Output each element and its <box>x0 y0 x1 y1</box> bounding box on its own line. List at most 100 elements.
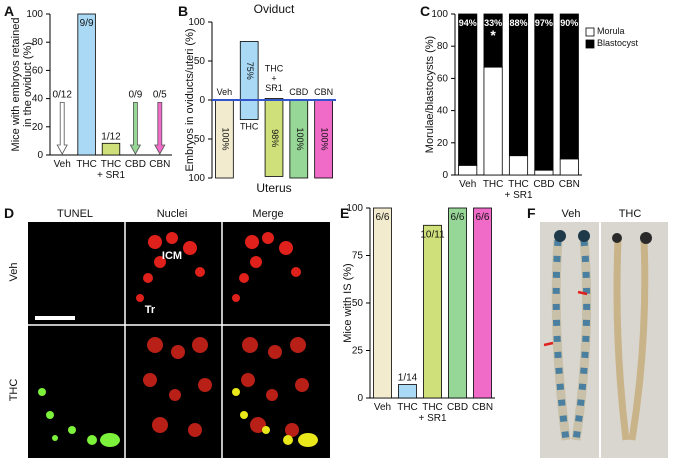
y-tick-label: 60 <box>437 73 449 84</box>
bar <box>373 207 392 399</box>
y-tick-label: 80 <box>437 41 449 52</box>
panel-letter: E <box>340 205 349 221</box>
bar-segment <box>559 158 579 176</box>
panel-letter: D <box>4 205 14 221</box>
y-tick-label: 100 <box>26 9 43 20</box>
panel-letter: A <box>4 3 14 19</box>
panel-letter: F <box>527 205 536 221</box>
photo-label: Veh <box>562 208 581 220</box>
value-label: 88% <box>509 18 527 28</box>
uterine-horn <box>551 239 592 441</box>
y-tick-label: 50 <box>194 56 206 67</box>
x-tick-label: CBN <box>314 87 333 97</box>
y-axis-label: Mice with embryos retainedin the oviduct… <box>10 18 34 152</box>
annotation: ICM <box>162 250 182 262</box>
legend-swatch <box>585 39 595 49</box>
bar-segment <box>483 66 503 176</box>
y-tick-label: 40 <box>437 105 449 116</box>
bar-segment <box>508 13 529 157</box>
bar <box>398 384 417 399</box>
x-tick-label: Veh <box>54 159 71 170</box>
bar <box>448 207 467 399</box>
chart-title: Oviduct <box>254 2 295 16</box>
column-label: Merge <box>252 208 283 220</box>
arrow <box>543 290 588 347</box>
x-tick-label: CBD <box>125 159 146 170</box>
column-label: Nuclei <box>157 208 188 220</box>
bar <box>239 99 259 120</box>
x-tick-label: CBD <box>289 87 309 97</box>
y-axis-label: Embryos in oviducts/uteri (%) <box>184 28 196 171</box>
x-tick-label: CBD <box>533 179 554 190</box>
nuclei-thc <box>143 337 309 437</box>
arrow <box>56 101 68 155</box>
value-label: 10/11 <box>420 229 445 240</box>
y-tick-label: 50 <box>352 298 364 309</box>
value-label: 75% <box>245 62 255 80</box>
annotation: Tr <box>145 304 156 316</box>
bar-segment <box>483 13 503 68</box>
value-label: 100% <box>220 127 230 150</box>
bar <box>101 142 121 156</box>
x-tick-label: THC + SR1 <box>265 64 284 94</box>
value-label: 1/14 <box>398 372 418 383</box>
bar-segment <box>458 164 478 176</box>
y-tick-label: 60 <box>32 65 44 76</box>
x-tick-label: Veh <box>459 179 476 190</box>
value-label: 0/5 <box>153 89 167 100</box>
value-label: 94% <box>459 18 477 28</box>
legend-swatch <box>585 27 595 37</box>
tunel-merge <box>232 388 318 447</box>
value-label: 6/6 <box>451 212 465 223</box>
y-tick-label: 100 <box>188 17 205 28</box>
x-tick-label: Veh <box>374 402 391 413</box>
x-tick-label: CBN <box>559 179 580 190</box>
y-tick-label: 0 <box>199 95 205 106</box>
x-tick-label: CBN <box>472 402 493 413</box>
column-label: TUNEL <box>57 208 93 220</box>
y-tick-label: 20 <box>437 137 449 148</box>
x-tick-label: THC <box>240 122 259 132</box>
y-axis-label: Mice with IS (%) <box>342 263 354 342</box>
micrograph-panel: D TUNEL Nuclei Merge Veh THC <box>4 205 330 458</box>
value-label: 90% <box>560 18 578 28</box>
y-tick-label: 0 <box>442 170 448 181</box>
panel-letter: C <box>420 3 430 19</box>
ovary <box>578 230 590 242</box>
panel-letter: B <box>178 3 188 19</box>
y-tick-label: 100 <box>188 173 205 184</box>
x-tick-label: THC <box>397 402 418 413</box>
value-label: 97% <box>535 18 553 28</box>
value-label: 33% <box>484 18 502 28</box>
value-label: 0/12 <box>52 89 72 100</box>
series-name: Uterus <box>256 181 291 195</box>
y-tick-label: 25 <box>352 345 364 356</box>
uterine-horn <box>613 239 649 441</box>
annotation: * <box>490 27 496 43</box>
bar <box>423 224 442 399</box>
tunel-thc <box>38 388 120 447</box>
x-tick-label: CBN <box>149 159 170 170</box>
value-label: 1/12 <box>101 131 121 142</box>
x-tick-label: THC <box>483 179 504 190</box>
row-label: THC <box>8 379 20 402</box>
x-tick-label: THC + SR1 <box>504 179 533 201</box>
legend-label: Blastocyst <box>597 38 639 48</box>
value-label: 100% <box>294 127 304 150</box>
legend-label: Morula <box>597 26 625 36</box>
y-tick-label: 0 <box>357 393 363 404</box>
value-label: 98% <box>270 129 280 147</box>
ovary <box>554 230 566 242</box>
row-label: Veh <box>8 263 20 282</box>
y-tick-label: 100 <box>346 203 363 214</box>
value-label: 0/9 <box>128 89 142 100</box>
y-tick-label: 0 <box>37 150 43 161</box>
bar-segment <box>534 13 554 171</box>
y-tick-label: 75 <box>352 250 364 261</box>
nuclei-veh <box>136 232 301 302</box>
y-tick-label: 20 <box>32 121 44 132</box>
uterus-photo-panel: F Veh THC <box>527 205 668 458</box>
y-tick-label: 50 <box>194 134 206 145</box>
x-tick-label: THC <box>76 159 97 170</box>
